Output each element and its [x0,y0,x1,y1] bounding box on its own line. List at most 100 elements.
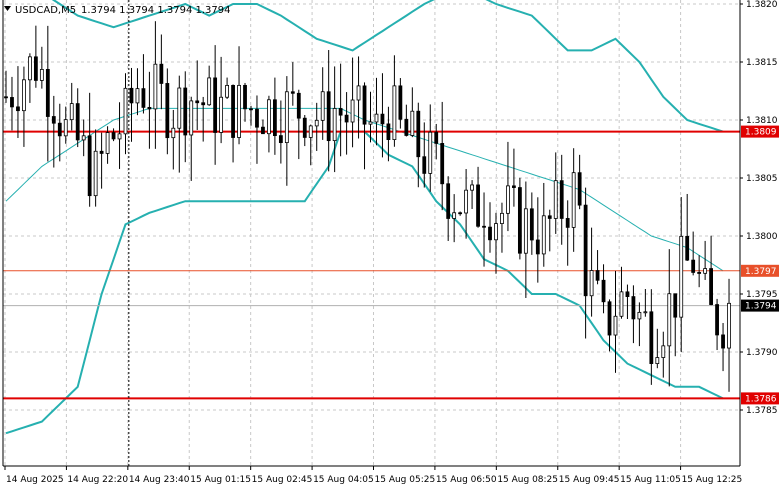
candle-body [607,301,612,336]
time-tick-label: 15 Aug 01:15 [190,475,251,485]
candle-body [440,143,445,185]
candle-body [380,113,385,125]
price-tick-label: 1.3805 [746,174,778,184]
price-tick-label: 1.3785 [746,406,778,416]
candle-body [613,315,618,336]
price-tick-label: 1.3810 [746,116,778,126]
candle-body [655,357,660,364]
candle-body [571,172,576,228]
candle-body [356,85,361,101]
candle-body [649,311,654,364]
candle-body [679,235,684,318]
axes [2,0,741,467]
time-tick-label: 14 Aug 22:20 [67,475,128,485]
candle-body [625,291,630,297]
price-tick-label: 1.3795 [746,290,778,300]
current-price-tag [741,299,779,312]
level-tag [741,125,779,138]
candle-body [667,293,672,347]
candle-body [237,84,241,138]
candle-body [261,126,265,135]
candle-body [535,239,540,255]
candle-body [476,184,480,227]
candle-body [685,235,690,261]
candle-body [219,96,224,133]
candle-body [565,218,570,228]
candle-body [601,279,606,303]
candle-body [183,87,188,136]
candle-body [177,87,182,129]
time-tick-label: 15 Aug 02:45 [252,475,313,485]
time-tick-label: 15 Aug 11:05 [620,475,681,485]
candle-body [727,302,731,349]
candle-body [529,208,534,241]
candle-body [28,56,32,81]
candle-body [368,121,373,125]
candle-body [691,259,696,273]
candle-body [141,88,146,108]
candle-body [87,135,92,197]
candle-body [129,87,134,104]
time-tick-label: 15 Aug 09:45 [559,475,620,485]
candle-body [39,68,44,81]
candle-body [10,97,14,108]
candle-body [512,185,516,188]
candle-body [386,123,391,140]
candle-body [81,135,86,141]
candle-body [63,119,68,137]
chart-header: USDCAD,M5 1.3794 1.3794 1.3794 1.3794 [4,5,231,16]
candle-body [189,100,194,136]
candle-body [422,156,427,174]
candle-body [332,108,337,142]
time-tick-label: 14 Aug 2025 [6,475,64,485]
candle-body [117,133,122,140]
bollinger-upper [51,0,724,133]
chevron-down-icon[interactable] [4,6,11,11]
candle-body [517,187,522,254]
candle-body [290,91,295,94]
candle-body [595,270,600,281]
candle-body [93,150,98,197]
candle-body [523,208,528,254]
candle-body [494,223,498,241]
candle-body [111,132,116,140]
candle-body [57,122,62,137]
candle-body [661,345,666,358]
candle-body [272,99,277,137]
candle-body [392,85,397,140]
candle-body [105,132,110,154]
candle-body [255,108,259,128]
candle-body [267,99,271,135]
level-tag-label: 1.3786 [745,394,777,404]
candles [4,21,731,392]
price-tags: 1.3809 1.3797 1.3786 1.3794 [741,125,779,405]
candle-body [33,56,38,81]
candle-body [643,311,648,314]
candle-body [697,272,702,274]
candle-body [410,110,415,136]
price-tick-label: 1.3820 [746,0,778,10]
candle-body [506,185,510,214]
candle-body [213,77,218,133]
candle-body [715,304,719,336]
candle-body [165,83,170,139]
candle-body [631,296,636,320]
candle-body [320,91,325,121]
candle-body [147,106,152,110]
time-axis-bg [0,466,781,489]
candle-body [362,85,367,125]
price-axis-bg [740,0,781,466]
candle-body [207,77,212,106]
candle-body [296,92,301,119]
candle-body [428,131,433,174]
price-tick-label: 1.3815 [746,58,778,68]
time-tick-label: 15 Aug 08:25 [497,475,558,485]
candle-body [326,91,331,142]
candle-body [559,180,564,219]
candle-body [302,117,307,138]
candle-body [350,99,355,123]
candle-body [488,226,492,241]
time-tick-label: 15 Aug 12:25 [682,475,743,485]
